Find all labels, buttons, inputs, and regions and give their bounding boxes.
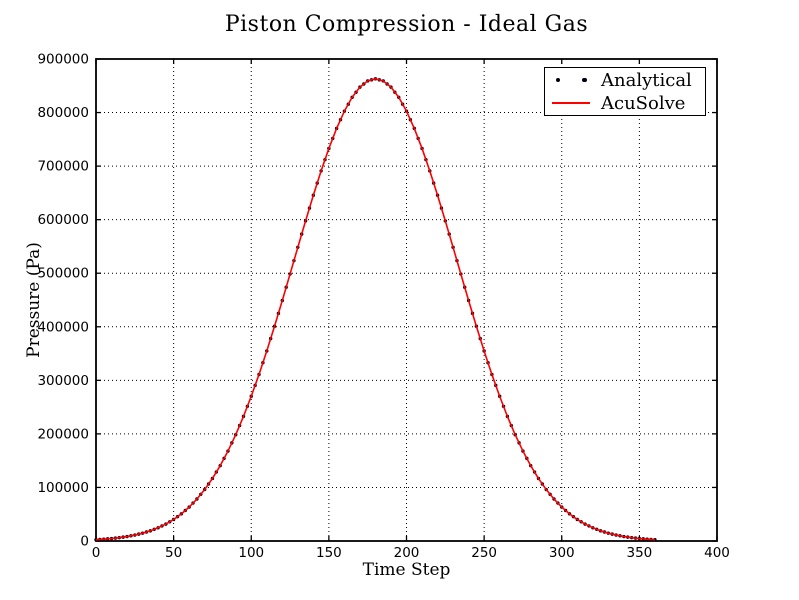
- x-tick-label: 100: [238, 545, 264, 561]
- x-tick-label: 300: [549, 545, 575, 561]
- y-tick-label: 300000: [37, 373, 89, 389]
- legend-label-analytical: Analytical: [601, 69, 692, 91]
- analytical-marker-icon: [545, 77, 597, 83]
- y-tick-label: 400000: [37, 319, 89, 335]
- x-tick-label: 350: [626, 545, 652, 561]
- x-axis-label: Time Step: [362, 560, 451, 580]
- x-tick-label: 0: [92, 545, 101, 561]
- y-tick-label: 800000: [37, 105, 89, 121]
- acusolve-line-series: [95, 78, 655, 541]
- y-tick-label: 700000: [37, 159, 89, 175]
- x-tick-label: 50: [165, 545, 182, 561]
- grid-lines: [96, 59, 717, 541]
- y-tick-label: 500000: [37, 266, 89, 282]
- x-tick-label: 400: [704, 545, 730, 561]
- x-tick-label: 150: [316, 545, 342, 561]
- x-tick-label: 250: [471, 545, 497, 561]
- y-tick-label: 100000: [37, 480, 89, 496]
- axis-ticks: [95, 58, 718, 542]
- y-tick-label: 900000: [37, 52, 89, 68]
- legend-item-acusolve: AcuSolve: [545, 92, 705, 114]
- y-tick-labels: 0 100000 200000 300000 400000 500000 600000 700…: [37, 52, 89, 550]
- legend-item-analytical: Analytical: [545, 69, 705, 91]
- chart-title: Piston Compression - Ideal Gas: [224, 12, 589, 37]
- legend-label-acusolve: AcuSolve: [601, 92, 686, 114]
- x-tick-label: 200: [394, 545, 420, 561]
- y-tick-label: 600000: [37, 212, 89, 228]
- y-tick-label: 200000: [37, 426, 89, 442]
- y-tick-label: 0: [80, 534, 89, 550]
- legend: Analytical AcuSolve: [544, 67, 706, 116]
- analytical-dots-series: [94, 77, 657, 542]
- acusolve-marker-icon: [545, 101, 597, 105]
- acusolve-path: [95, 78, 655, 541]
- x-tick-labels: 0 50 100 150 200 250 300 350 400: [92, 545, 730, 561]
